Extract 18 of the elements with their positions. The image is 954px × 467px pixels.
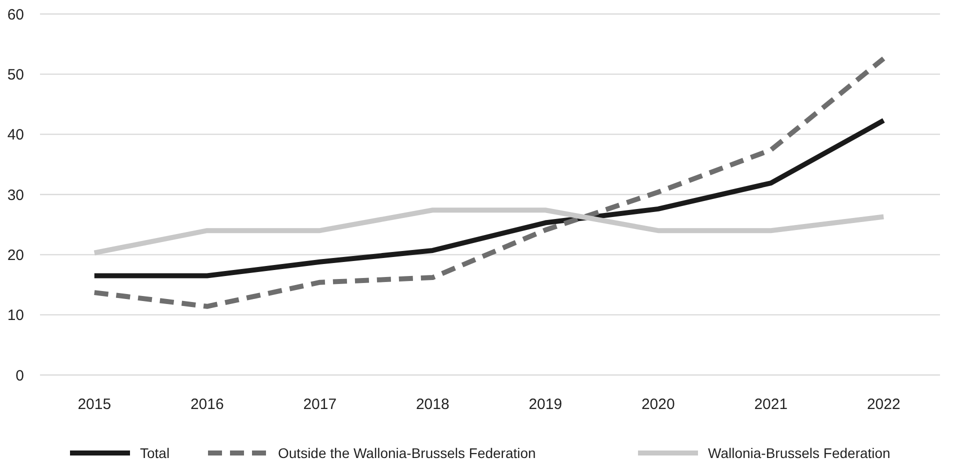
legend-label: Outside the Wallonia-Brussels Federation (278, 444, 536, 461)
x-tick-label: 2015 (78, 396, 112, 413)
y-tick-label: 60 (7, 6, 24, 24)
y-tick-label: 40 (7, 126, 24, 144)
y-tick-label: 50 (7, 66, 24, 84)
x-tick-label: 2016 (190, 396, 224, 413)
y-tick-label: 0 (16, 367, 24, 384)
legend-label: Total (140, 444, 170, 461)
y-tick-label: 30 (7, 186, 24, 204)
x-tick-label: 2022 (866, 396, 900, 413)
y-tick-label: 10 (7, 307, 24, 324)
x-tick-label: 2017 (303, 396, 337, 413)
x-tick-label: 2018 (416, 396, 450, 413)
x-tick-label: 2019 (528, 396, 562, 413)
x-tick-label: 2021 (754, 396, 788, 413)
y-tick-label: 20 (7, 246, 24, 264)
legend-label: Wallonia-Brussels Federation (708, 444, 890, 461)
x-tick-label: 2020 (641, 396, 675, 413)
